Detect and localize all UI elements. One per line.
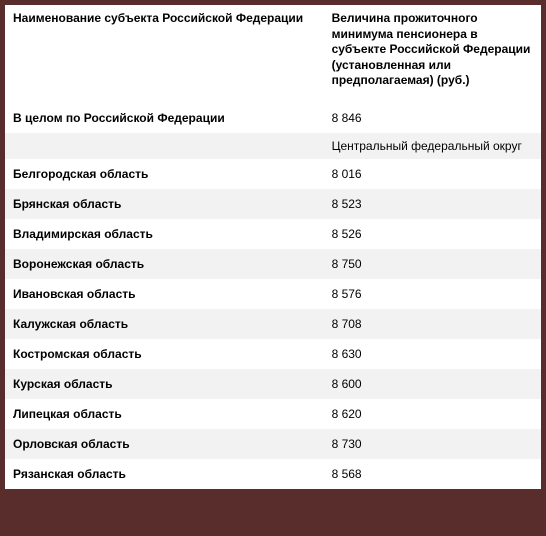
table-row: Орловская область8 730 — [5, 429, 541, 459]
header-col2: Величина прожиточного минимума пенсионер… — [324, 5, 541, 103]
total-row: В целом по Российской Федерации 8 846 — [5, 103, 541, 133]
section-row: Центральный федеральный округ — [5, 133, 541, 159]
row-value: 8 523 — [324, 189, 541, 219]
row-label: Орловская область — [5, 429, 324, 459]
row-value: 8 708 — [324, 309, 541, 339]
row-value: 8 576 — [324, 279, 541, 309]
table-row: Брянская область8 523 — [5, 189, 541, 219]
row-label: Белгородская область — [5, 159, 324, 189]
row-value: 8 526 — [324, 219, 541, 249]
row-label: Курская область — [5, 369, 324, 399]
row-label: Калужская область — [5, 309, 324, 339]
row-label: Владимирская область — [5, 219, 324, 249]
row-value: 8 016 — [324, 159, 541, 189]
data-table: Наименование субъекта Российской Федерац… — [5, 5, 541, 489]
row-value: 8 620 — [324, 399, 541, 429]
table-row: Курская область8 600 — [5, 369, 541, 399]
header-col1: Наименование субъекта Российской Федерац… — [5, 5, 324, 103]
total-value: 8 846 — [324, 103, 541, 133]
table-row: Ивановская область8 576 — [5, 279, 541, 309]
total-label: В целом по Российской Федерации — [5, 103, 324, 133]
table-row: Липецкая область8 620 — [5, 399, 541, 429]
section-label: Центральный федеральный округ — [324, 133, 541, 159]
table-row: Костромская область8 630 — [5, 339, 541, 369]
table-row: Рязанская область8 568 — [5, 459, 541, 489]
row-label: Брянская область — [5, 189, 324, 219]
row-label: Ивановская область — [5, 279, 324, 309]
row-value: 8 600 — [324, 369, 541, 399]
section-empty — [5, 133, 324, 159]
row-value: 8 630 — [324, 339, 541, 369]
row-label: Рязанская область — [5, 459, 324, 489]
row-value: 8 730 — [324, 429, 541, 459]
row-label: Костромская область — [5, 339, 324, 369]
table-row: Калужская область8 708 — [5, 309, 541, 339]
table-row: Воронежская область8 750 — [5, 249, 541, 279]
header-row: Наименование субъекта Российской Федерац… — [5, 5, 541, 103]
table-row: Белгородская область8 016 — [5, 159, 541, 189]
row-value: 8 568 — [324, 459, 541, 489]
table-row: Владимирская область8 526 — [5, 219, 541, 249]
row-label: Липецкая область — [5, 399, 324, 429]
table-container: Наименование субъекта Российской Федерац… — [5, 5, 541, 489]
row-value: 8 750 — [324, 249, 541, 279]
row-label: Воронежская область — [5, 249, 324, 279]
